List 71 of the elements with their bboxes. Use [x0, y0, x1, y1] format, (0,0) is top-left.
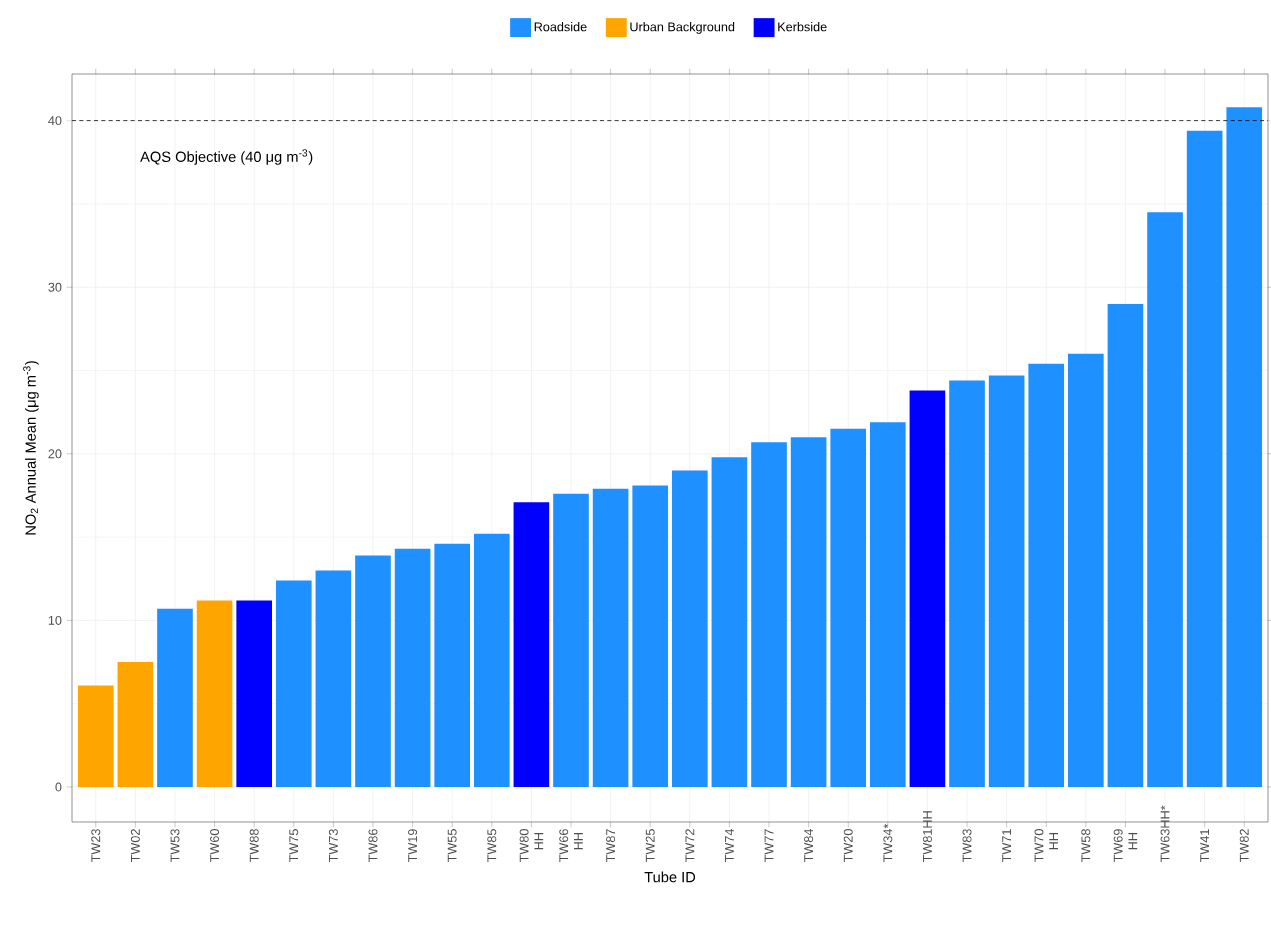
x-tick-label: TW80 HH: [519, 829, 544, 863]
x-tick-label: TW83: [962, 829, 972, 863]
bar: [790, 437, 827, 787]
legend-label: Kerbside: [778, 22, 827, 32]
bar: [394, 548, 431, 787]
x-tick-label: TW75: [289, 829, 299, 863]
x-tick-label: TW58: [1081, 829, 1091, 863]
bar: [196, 600, 233, 787]
bar: [513, 502, 550, 787]
x-tick-label: TW60: [210, 829, 220, 863]
x-tick-label: TW55: [447, 829, 457, 863]
bar: [1186, 130, 1223, 787]
x-tick-label: TW41: [1200, 829, 1209, 863]
y-tick-label: 40: [48, 116, 62, 126]
bar: [553, 493, 589, 787]
bar: [671, 470, 708, 787]
x-tick-label: TW71: [1002, 829, 1011, 863]
bar: [1107, 303, 1144, 787]
y-tick-label: 0: [55, 782, 62, 792]
x-tick-label: TW34*: [883, 823, 893, 863]
x-tick-label: TW86: [368, 829, 378, 863]
x-tick-label: TW73: [328, 829, 338, 863]
bar: [117, 662, 154, 787]
x-tick-label: TW25: [645, 829, 655, 863]
x-tick-label: TW63HH*: [1160, 805, 1170, 863]
bar: [632, 485, 669, 787]
y-axis-title: NO$_{2}$ Annual Mean (μg m$^{-3}$): [23, 361, 39, 535]
y-tick-label: 10: [48, 615, 62, 625]
x-axis-title: Tube ID: [644, 871, 696, 883]
bar: [711, 457, 748, 787]
bar: [315, 570, 352, 787]
bar: [1068, 353, 1104, 787]
bar: [830, 428, 867, 787]
bar: [473, 533, 510, 787]
x-tick-label: TW53: [170, 829, 180, 863]
legend-label: Roadside: [534, 22, 587, 32]
x-tick-label: TW81HH: [922, 811, 932, 863]
x-tick-label: TW87: [606, 829, 616, 863]
x-tick-label: TW70 HH: [1034, 829, 1058, 863]
bar: [77, 685, 114, 787]
bar: [157, 608, 193, 787]
x-tick-label: TW85: [487, 829, 497, 863]
bar: [909, 390, 946, 787]
bar: [355, 555, 391, 787]
y-tick-label: 30: [48, 282, 62, 292]
bar: [434, 543, 471, 787]
x-tick-label: TW66 HH: [559, 829, 583, 863]
x-tick-label: TW88: [249, 829, 259, 863]
bar: [1028, 363, 1065, 787]
bar: [592, 488, 629, 787]
x-tick-label: TW69 HH: [1113, 829, 1138, 863]
bar: [988, 375, 1025, 787]
bar: [1226, 107, 1263, 787]
x-tick-label: TW82: [1239, 829, 1249, 863]
bar: [236, 600, 272, 787]
x-tick-label: TW77: [764, 829, 774, 863]
bar: [751, 442, 787, 787]
ref-line-label: AQS Objective (40 μg m$^{-3}$): [140, 149, 313, 165]
bar: [949, 380, 985, 787]
bar: [1147, 212, 1183, 787]
x-tick-label: TW74: [725, 828, 734, 863]
x-tick-label: TW72: [685, 829, 695, 863]
x-tick-label: TW02: [130, 829, 140, 863]
legend-label: Urban Background: [630, 22, 735, 34]
x-tick-label: TW23: [91, 829, 101, 863]
x-tick-label: TW20: [843, 829, 853, 863]
bar: [870, 422, 906, 787]
x-tick-label: TW84: [804, 828, 814, 863]
y-tick-label: 20: [48, 449, 62, 459]
x-tick-label: TW19: [408, 829, 418, 863]
bar: [275, 580, 312, 787]
